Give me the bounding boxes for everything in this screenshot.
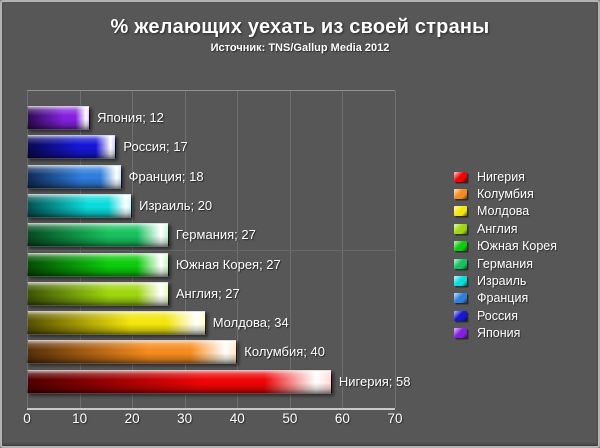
bar-row: Израиль; 20 [27,193,395,218]
legend-item: Франция [454,290,557,307]
legend-label: Южная Корея [477,239,557,254]
bar [27,106,91,130]
chart-source-note: Источник: TNS/Gallup Media 2012 [210,42,390,54]
x-tick-label: 0 [23,411,31,426]
bar [27,281,169,306]
v-gridline [27,91,28,408]
legend-label: Франция [477,291,529,306]
bar-value-label: Франция; 18 [128,168,204,184]
legend-item: Англия [454,220,557,237]
legend-item: Южная Корея [454,238,557,255]
bar-row: Южная Корея; 27 [27,252,395,277]
legend-label: Россия [477,308,518,323]
bar-row: Колумбия; 40 [27,340,395,365]
v-gridline [289,91,291,408]
x-tick-label: 60 [334,411,350,426]
bar-row: Нигерия; 58 [27,369,410,394]
legend-swatch [454,310,467,321]
legend-swatch [454,171,467,182]
legend-label: Германия [477,256,534,271]
legend: Нигерия Колумбия Молдова Англия Южная Корея Г… [454,168,557,342]
x-tick-label: 10 [72,411,88,426]
legend-label: Англия [477,221,518,236]
legend-item: Колумбия [454,185,557,202]
bar-row: Франция; 18 [27,164,395,189]
bar [27,193,133,218]
title-block: % желающих уехать из своей страны Источн… [2,16,598,54]
chart-title: % желающих уехать из своей страны [110,16,490,38]
bar [27,311,206,336]
v-gridline [395,91,396,408]
legend-label: Израиль [477,274,527,289]
bar-value-label: Нигерия; 58 [338,373,411,389]
bar [27,340,238,365]
legend-swatch [454,293,467,304]
legend-swatch [454,328,467,339]
x-tick-label: 30 [177,411,193,426]
bar-value-label: Англия; 27 [175,285,240,301]
legend-item: Россия [454,307,557,324]
legend-swatch [454,189,467,200]
bar-value-label: Колумбия; 40 [244,344,325,360]
bar-row: Молдова; 34 [27,311,395,336]
legend-label: Молдова [477,204,530,219]
x-tick-label: 50 [282,411,298,426]
bar-value-label: Израиль; 20 [139,197,213,213]
bar-row: Япония; 12 [27,106,395,130]
bar [27,135,117,160]
x-tick-label: 70 [387,411,403,426]
legend-item: Израиль [454,272,557,289]
legend-swatch [454,241,467,252]
legend-item: Нигерия [454,168,557,185]
x-tick-label: 20 [124,411,140,426]
bar [27,252,169,277]
v-gridline [237,91,239,408]
v-gridline [132,91,134,408]
bar-value-label: Молдова; 34 [212,315,289,331]
x-tick-label: 40 [229,411,245,426]
bar [27,164,122,189]
legend-item: Япония [454,325,557,342]
legend-item: Молдова [454,203,557,220]
v-gridline [79,91,81,408]
bar-row: Германия; 27 [27,223,395,248]
legend-swatch [454,276,467,287]
v-gridline [342,91,344,408]
bar-row: Англия; 27 [27,281,395,306]
legend-label: Колумбия [477,187,534,202]
bar [27,223,169,248]
bar-value-label: Южная Корея; 27 [175,256,281,272]
bar-value-label: Япония; 12 [97,110,164,125]
bar-row: Россия; 17 [27,135,395,160]
bar-value-label: Россия; 17 [123,139,188,155]
bar-value-label: Германия; 27 [175,227,256,243]
legend-label: Япония [477,326,521,341]
legend-swatch [454,206,467,217]
h-gridline [27,250,395,251]
legend-swatch [454,223,467,234]
v-gridline [184,91,186,408]
legend-item: Германия [454,255,557,272]
legend-label: Нигерия [477,169,525,184]
bar [27,369,332,394]
x-axis-tick-labels: 0 10 20 30 40 50 60 70 [23,411,402,429]
legend-swatch [454,258,467,269]
plot-area: Япония; 12 Россия; 17 Франция; 18 Израиль; … [27,90,410,410]
